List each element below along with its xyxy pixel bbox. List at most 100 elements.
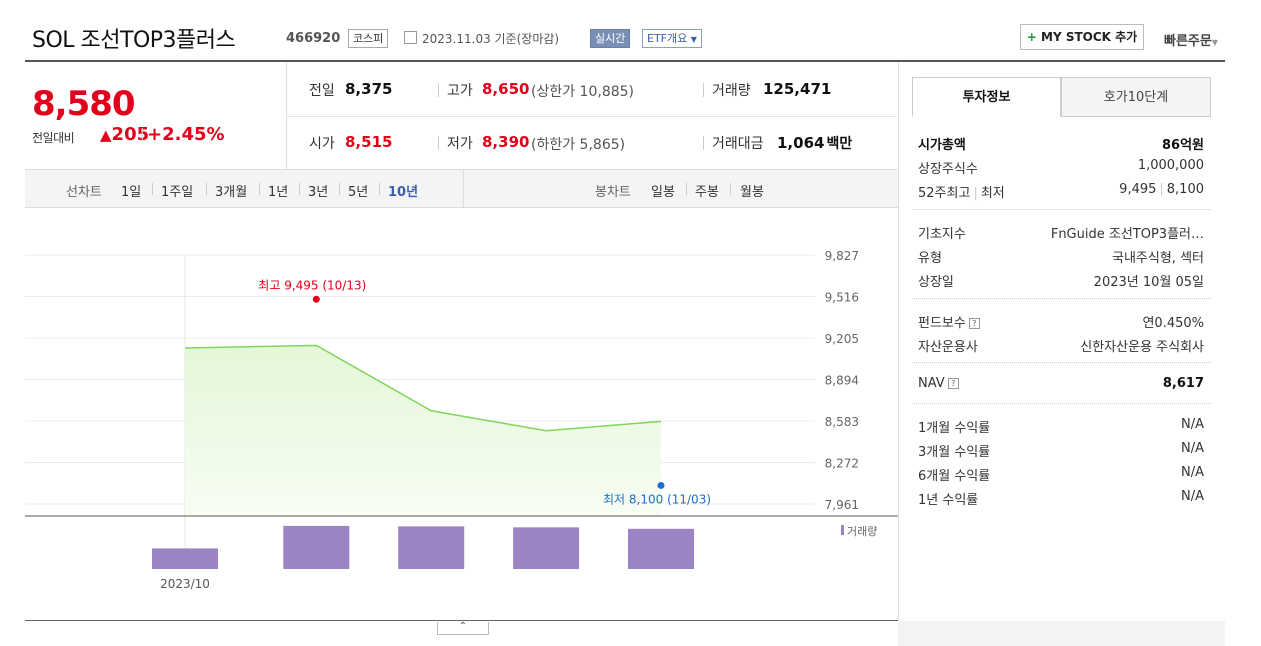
y-tick-label: 8,894: [825, 374, 859, 388]
quick-order-button[interactable]: 빠른주문▼: [1164, 30, 1218, 49]
w52-value: 9,495 | 8,100: [1119, 182, 1204, 197]
listing-label: 상장일: [918, 275, 954, 290]
expand-chart-button[interactable]: ⌃: [437, 622, 489, 635]
realtime-button[interactable]: 실시간: [590, 29, 631, 48]
divider: [912, 298, 1211, 299]
w52-high-label: 52주최고: [918, 186, 971, 201]
separator: [152, 183, 153, 195]
separator: [438, 136, 439, 150]
y-tick-label: 7,961: [825, 498, 859, 512]
row-divider: [286, 116, 897, 117]
price-area: [185, 345, 661, 516]
return-1m-value: N/A: [1181, 417, 1204, 432]
period-3m[interactable]: 3개월: [215, 185, 248, 200]
fee-label-text: 펀드보수: [918, 316, 966, 331]
separator: [438, 83, 439, 97]
volume-legend-label: 거래량: [847, 525, 877, 538]
low-point: [657, 481, 665, 489]
period-10y[interactable]: 10년: [388, 185, 419, 200]
x-tick-label: 2023/10: [160, 577, 210, 591]
volume-bar: [152, 548, 218, 569]
nav-label: NAV?: [918, 376, 959, 391]
quote-date: 2023.11.03 기준(장마감): [404, 30, 559, 47]
period-3y[interactable]: 3년: [308, 185, 329, 200]
w52-label: 52주최고 | 최저: [918, 182, 1005, 201]
y-tick-label: 8,272: [825, 457, 859, 471]
invest-info-panel: [898, 62, 1226, 646]
period-1d[interactable]: 1일: [121, 185, 142, 200]
separator: [730, 183, 731, 195]
chart-period-bar: [25, 169, 898, 208]
separator: |: [140, 127, 145, 143]
top-divider: [25, 60, 1225, 62]
open-label: 시가: [309, 136, 335, 152]
amount-unit: 백만: [826, 136, 853, 152]
type-value: 국내주식형, 섹터: [1112, 251, 1204, 266]
volume-legend-swatch: [841, 525, 844, 535]
return-6m-label: 6개월 수익률: [918, 469, 991, 484]
fee-value: 연0.450%: [1142, 316, 1204, 331]
w52-high-value: 9,495: [1119, 182, 1157, 197]
stock-title: SOL 조선TOP3플러스: [32, 28, 236, 53]
divider: [912, 209, 1211, 210]
volume-bar: [283, 525, 350, 569]
separator: [463, 170, 464, 207]
return-1y-value: N/A: [1181, 489, 1204, 504]
help-icon[interactable]: ?: [968, 318, 980, 329]
add-my-stock-label: MY STOCK 추가: [1041, 30, 1138, 44]
separator: |: [1159, 182, 1164, 197]
etf-overview-label: ETF개요: [647, 32, 688, 45]
return-6m-value: N/A: [1181, 465, 1204, 480]
market-cap-value: 86억원: [1161, 138, 1204, 153]
dropdown-arrow-icon: ▼: [690, 35, 697, 44]
up-arrow-icon: ▲: [100, 126, 112, 144]
change-value: ▲205: [100, 124, 149, 145]
period-5y[interactable]: 5년: [348, 185, 369, 200]
price-box: [25, 62, 287, 169]
y-tick-label: 9,205: [825, 332, 859, 346]
listing-value: 2023년 10월 05일: [1093, 275, 1204, 290]
current-price: 8,580: [32, 84, 136, 124]
etf-overview-button[interactable]: ETF개요 ▼: [642, 29, 702, 48]
panel-footer: [898, 621, 1225, 646]
amount-value: 1,064 백만: [777, 133, 852, 153]
y-tick-label: 9,516: [825, 291, 859, 305]
shares-value: 1,000,000: [1137, 158, 1204, 173]
period-1w[interactable]: 1주일: [161, 185, 194, 200]
return-1m-label: 1개월 수익률: [918, 421, 991, 436]
w52-low-value: 8,100: [1166, 182, 1204, 197]
chevron-up-icon: ⌃: [458, 621, 468, 632]
help-icon[interactable]: ?: [947, 378, 959, 389]
period-1y[interactable]: 1년: [268, 185, 289, 200]
tab-hoga-10[interactable]: 호가10단계: [1061, 77, 1211, 117]
amount-label: 거래대금: [712, 136, 764, 152]
tab-invest-info[interactable]: 투자정보: [912, 77, 1061, 117]
candle-monthly[interactable]: 월봉: [740, 185, 764, 200]
dropdown-arrow-icon: ▼: [1211, 38, 1218, 47]
y-tick-label: 9,827: [825, 249, 859, 263]
divider: [912, 362, 1211, 363]
nav-value: 8,617: [1162, 376, 1204, 391]
price-line: [184, 344, 662, 432]
separator: [206, 183, 207, 195]
manager-value: 신한자산운용 주식회사: [1080, 340, 1204, 355]
amount-number: 1,064: [777, 134, 825, 152]
lower-limit: (하한가 5,865): [531, 137, 626, 153]
high-label: 최고 9,495 (10/13): [258, 278, 366, 292]
quick-order-label: 빠른주문: [1164, 34, 1212, 49]
low-label: 최저 8,100 (11/03): [603, 492, 711, 506]
add-my-stock-button[interactable]: + MY STOCK 추가: [1020, 24, 1144, 50]
low-label: 저가: [447, 136, 473, 152]
market-badge: 코스피: [348, 29, 389, 48]
upper-limit: (상한가 10,885): [531, 84, 635, 100]
divider: [912, 403, 1211, 404]
quote-date-text: 2023.11.03 기준(장마감): [422, 32, 560, 46]
high-point: [312, 295, 320, 303]
candle-weekly[interactable]: 주봉: [695, 185, 719, 200]
open-value: 8,515: [345, 133, 393, 151]
high-value: 8,650: [482, 80, 530, 98]
price-chart[interactable]: 9,827 9,516 9,205 8,894 8,583 8,272 7,961 최고 9,…: [25, 209, 898, 620]
return-3m-value: N/A: [1181, 441, 1204, 456]
candle-daily[interactable]: 일봉: [651, 185, 675, 200]
high-label: 고가: [447, 83, 473, 99]
